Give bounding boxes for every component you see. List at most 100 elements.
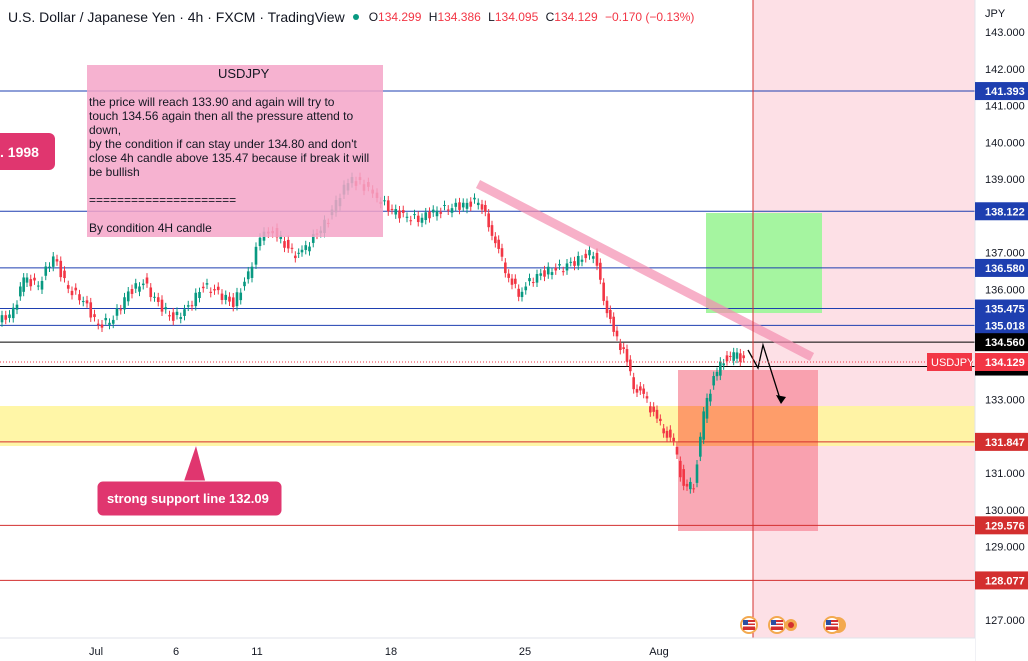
- candle-body: [735, 352, 739, 359]
- candle-body: [413, 214, 416, 216]
- candle-body: [679, 460, 682, 478]
- candle-body: [183, 309, 186, 316]
- candle-body: [484, 204, 487, 212]
- current-price-text: 134.129: [985, 357, 1025, 369]
- candle-body: [510, 278, 514, 285]
- price-tick: 131.000: [985, 468, 1025, 480]
- candle-body: [480, 204, 484, 210]
- candle-body: [742, 355, 745, 359]
- candle-body: [228, 296, 231, 302]
- time-tick: Jul: [89, 646, 103, 658]
- price-tick: 136.000: [985, 284, 1025, 296]
- candle-body: [297, 252, 300, 254]
- candle-body: [629, 359, 632, 372]
- candle-body: [179, 317, 183, 319]
- analysis-note-box[interactable]: [87, 65, 383, 237]
- candle-body: [494, 236, 497, 244]
- candle-body: [599, 262, 602, 280]
- descending-trendline[interactable]: [475, 180, 815, 361]
- candle-body: [428, 211, 431, 219]
- candle-body: [66, 285, 70, 289]
- note-line: the price will reach 133.90 and again wi…: [89, 95, 335, 109]
- level-price-label: [975, 516, 1028, 535]
- candle-body: [675, 446, 679, 455]
- candle-body: [554, 267, 558, 271]
- candle-body: [576, 255, 580, 266]
- candle-body: [672, 437, 675, 442]
- note-line: down,: [89, 123, 121, 137]
- candle-body: [569, 261, 573, 263]
- price-tick: 129.000: [985, 542, 1025, 554]
- candle-body: [300, 249, 304, 253]
- candle-body: [401, 210, 405, 213]
- support-callout-box[interactable]: [96, 480, 283, 517]
- candle-body: [702, 411, 705, 440]
- candle-body: [405, 216, 409, 218]
- candle-body: [739, 353, 742, 362]
- time-tick: 25: [519, 646, 531, 658]
- candle-body: [304, 245, 308, 250]
- price-tick: 133.000: [985, 395, 1025, 407]
- candle-body: [612, 316, 615, 332]
- time-axis[interactable]: [0, 638, 975, 661]
- candle-body: [85, 300, 89, 304]
- candle-body: [138, 286, 141, 292]
- us-flag-icon[interactable]: [768, 616, 797, 634]
- candle-body: [558, 264, 561, 266]
- candle-body: [168, 315, 171, 317]
- candle-body: [602, 282, 605, 301]
- us-flag-icon[interactable]: [740, 616, 758, 634]
- candle-body: [689, 481, 692, 490]
- candle-body: [446, 209, 450, 211]
- candle-body: [573, 261, 576, 266]
- candle-body: [294, 255, 297, 259]
- candle-body: [725, 355, 729, 362]
- candle-body: [514, 278, 517, 284]
- symbol-tag-text: USDJPY: [931, 357, 975, 369]
- candle-body: [70, 290, 74, 296]
- candle-body: [398, 210, 401, 219]
- future-zone: [753, 0, 975, 638]
- candle-body: [4, 315, 8, 320]
- candle-body: [15, 304, 19, 310]
- candle-body: [435, 210, 439, 217]
- candle-body: [123, 297, 126, 310]
- candle-body: [450, 208, 454, 213]
- us-flag-icon[interactable]: [823, 616, 846, 634]
- candle-body: [100, 324, 104, 328]
- candle-body: [198, 291, 201, 299]
- level-price-label: [975, 432, 1028, 451]
- candle-body: [461, 202, 465, 208]
- candle-body: [29, 279, 33, 287]
- candle-body: [565, 263, 569, 271]
- left-badge[interactable]: [0, 133, 55, 170]
- candle-body: [409, 220, 413, 222]
- candle-body: [394, 209, 398, 215]
- candle-body: [531, 282, 535, 284]
- candle-body: [19, 286, 22, 297]
- candle-body: [543, 270, 546, 277]
- candle-body: [25, 277, 29, 283]
- candle-body: [662, 428, 665, 434]
- candle-body: [709, 393, 712, 402]
- candle-body: [659, 418, 662, 422]
- candle-body: [535, 274, 539, 283]
- candle-body: [705, 397, 709, 419]
- candle-body: [209, 291, 213, 293]
- candle-body: [665, 430, 669, 438]
- candle-body: [645, 396, 649, 399]
- candle-body: [652, 406, 655, 412]
- candle-body: [595, 252, 599, 266]
- price-tick: 143.000: [985, 27, 1025, 39]
- candle-body: [584, 253, 588, 259]
- candle-body: [682, 469, 685, 486]
- candle-body: [186, 305, 190, 307]
- target-zone: [678, 370, 818, 531]
- candle-body: [239, 292, 243, 301]
- candle-body: [635, 388, 639, 393]
- note-title: USDJPY: [218, 66, 270, 81]
- candle-body: [390, 208, 394, 210]
- price-tick: 139.000: [985, 174, 1025, 186]
- candle-body: [591, 256, 595, 259]
